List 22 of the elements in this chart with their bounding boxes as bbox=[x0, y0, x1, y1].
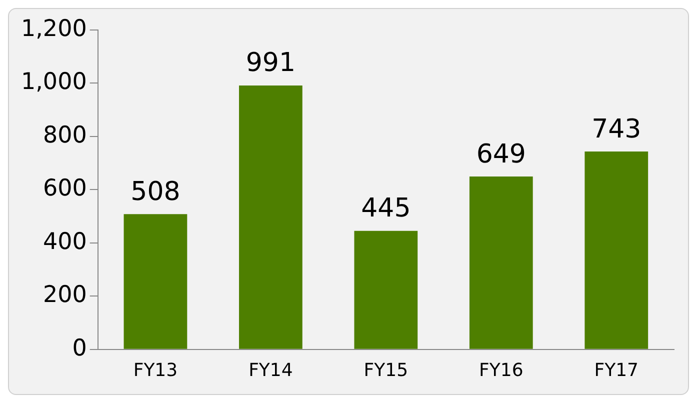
y-tick-label: 400 bbox=[42, 228, 87, 255]
y-tick-label: 0 bbox=[72, 335, 87, 362]
y-tick-label: 1,200 bbox=[20, 16, 87, 42]
y-tick-label: 1,000 bbox=[20, 69, 87, 96]
x-tick-label: FY16 bbox=[479, 360, 524, 381]
x-tick-label: FY15 bbox=[364, 360, 408, 381]
x-tick-label: FY17 bbox=[594, 360, 639, 381]
data-label: 743 bbox=[592, 114, 642, 144]
bar bbox=[469, 176, 533, 349]
x-tick-label: FY13 bbox=[133, 360, 178, 381]
data-label: 508 bbox=[130, 176, 180, 207]
x-tick-label: FY14 bbox=[248, 360, 293, 381]
bar bbox=[239, 85, 302, 349]
bar bbox=[124, 214, 188, 349]
y-tick-label: 200 bbox=[42, 282, 87, 308]
data-label: 991 bbox=[246, 48, 296, 78]
bar bbox=[354, 230, 418, 349]
data-label: 649 bbox=[476, 139, 526, 170]
data-label: 445 bbox=[361, 194, 411, 224]
y-tick-label: 800 bbox=[42, 122, 87, 148]
bar bbox=[584, 152, 648, 349]
y-tick-label: 600 bbox=[42, 176, 87, 202]
